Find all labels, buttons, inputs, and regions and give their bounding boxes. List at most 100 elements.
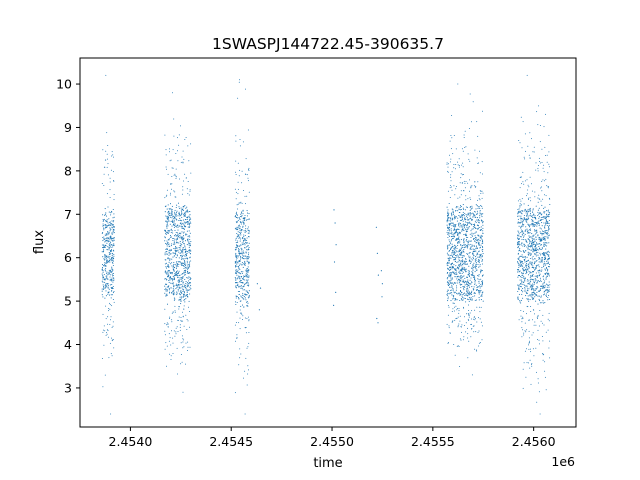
data-point xyxy=(173,118,175,120)
data-point xyxy=(111,252,113,254)
data-point xyxy=(182,290,184,292)
data-point xyxy=(528,300,530,302)
data-point xyxy=(528,218,530,220)
data-point xyxy=(106,225,108,227)
data-point xyxy=(532,309,534,311)
data-point xyxy=(467,291,469,293)
data-point xyxy=(468,283,470,285)
data-point xyxy=(179,248,181,250)
data-point xyxy=(113,237,115,239)
data-point xyxy=(188,289,190,291)
data-point xyxy=(113,156,114,158)
data-point xyxy=(535,244,537,246)
data-point xyxy=(241,211,243,213)
data-point xyxy=(181,255,184,257)
data-point xyxy=(173,274,175,277)
data-point xyxy=(235,269,237,272)
data-point xyxy=(538,272,540,274)
data-point xyxy=(474,235,476,237)
data-point xyxy=(241,253,243,255)
data-point xyxy=(113,255,115,257)
data-point xyxy=(248,236,250,238)
data-point xyxy=(242,226,244,228)
data-point xyxy=(184,248,187,250)
data-point xyxy=(522,283,524,285)
data-point xyxy=(448,212,450,214)
data-point xyxy=(537,314,539,316)
data-point xyxy=(176,272,178,274)
data-point xyxy=(480,226,482,228)
data-point xyxy=(462,294,464,296)
data-point xyxy=(481,269,483,272)
data-point xyxy=(103,227,105,229)
data-point xyxy=(241,238,243,240)
data-point xyxy=(524,280,526,282)
data-point xyxy=(532,209,534,211)
data-point xyxy=(104,244,107,246)
data-point xyxy=(248,252,250,254)
data-point xyxy=(456,345,458,347)
data-point xyxy=(178,293,180,295)
data-point xyxy=(478,285,481,287)
data-point xyxy=(527,229,529,231)
data-point xyxy=(448,279,450,282)
data-point xyxy=(189,278,191,281)
data-point xyxy=(104,297,106,299)
data-point xyxy=(520,225,523,227)
data-point xyxy=(246,239,248,241)
data-point xyxy=(471,274,473,276)
data-point xyxy=(517,275,520,277)
data-point xyxy=(479,342,481,344)
data-point xyxy=(448,282,450,285)
data-point xyxy=(469,214,471,216)
data-point xyxy=(537,318,538,319)
data-point xyxy=(466,224,468,226)
data-point xyxy=(535,230,537,232)
data-point xyxy=(480,205,482,207)
data-point xyxy=(546,245,548,247)
data-point xyxy=(113,226,115,228)
data-point xyxy=(545,252,547,254)
data-point xyxy=(238,237,240,239)
data-point xyxy=(112,230,114,232)
data-point xyxy=(517,261,519,263)
data-point xyxy=(173,215,175,217)
data-point xyxy=(542,314,544,316)
data-point xyxy=(165,243,168,245)
data-point xyxy=(520,242,523,244)
data-point xyxy=(530,254,532,256)
data-point xyxy=(456,287,458,289)
data-point xyxy=(535,169,537,171)
data-point xyxy=(545,283,547,285)
data-point xyxy=(542,239,544,241)
data-point xyxy=(240,212,243,214)
data-point xyxy=(184,271,187,273)
data-point xyxy=(447,283,449,285)
data-point xyxy=(517,241,519,244)
data-point xyxy=(464,316,465,318)
data-point xyxy=(481,255,483,257)
data-point xyxy=(449,244,451,246)
data-point xyxy=(187,240,189,242)
data-point xyxy=(182,252,184,254)
data-point xyxy=(236,271,238,273)
data-point xyxy=(476,254,478,256)
data-point xyxy=(521,260,523,263)
data-point xyxy=(180,258,183,260)
data-point xyxy=(544,302,546,304)
data-point xyxy=(103,236,105,238)
data-point xyxy=(518,235,520,237)
data-point xyxy=(238,81,240,83)
data-point xyxy=(236,338,238,339)
data-point xyxy=(545,219,547,221)
data-point xyxy=(175,213,177,215)
data-point xyxy=(525,292,528,294)
data-point xyxy=(239,232,242,234)
data-point xyxy=(106,239,108,241)
data-point xyxy=(182,161,184,163)
data-point xyxy=(111,226,113,228)
data-point xyxy=(525,150,526,152)
data-point xyxy=(112,227,114,229)
data-point xyxy=(177,242,179,244)
data-point xyxy=(177,373,178,375)
